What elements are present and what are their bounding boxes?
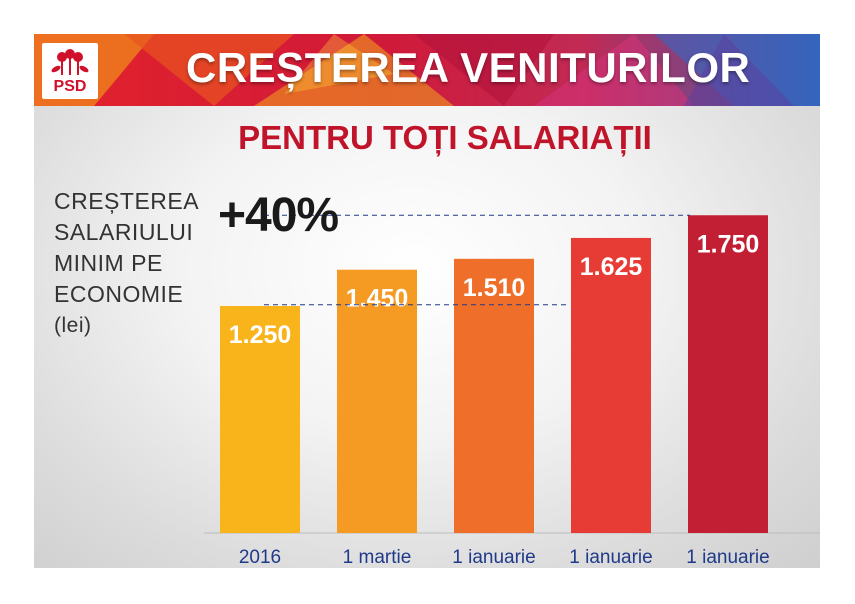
x-tick-label: 1 ianuarie [569, 547, 652, 568]
y-label-line: SALARIULUI [54, 219, 194, 245]
y-label-unit: (lei) [54, 314, 92, 337]
rose-icon [51, 49, 89, 75]
y-label-line: ECONOMIE [54, 281, 184, 307]
bar [337, 269, 417, 533]
banner-title: CREȘTEREA VENITURILOR [186, 44, 751, 91]
bar [220, 306, 300, 533]
bar-value-label: 1.450 [346, 285, 409, 313]
header-banner: PSD CREȘTEREA VENITURILOR [34, 34, 820, 106]
banner-background [34, 34, 820, 106]
y-axis-label: CREȘTEREA SALARIULUI MINIM PE ECONOMIE (… [54, 186, 234, 341]
x-tick-label: 1 ianuarie [686, 547, 769, 568]
infographic-card: PSD CREȘTEREA VENITURILOR PENTRU TOȚI SA… [34, 34, 820, 568]
chart-subtitle: PENTRU TOȚI SALARIAȚII [238, 119, 652, 156]
logo-text: PSD [53, 78, 87, 95]
bar-value-label: 1.750 [697, 230, 760, 258]
bar [571, 237, 651, 533]
x-tick-label: 2016 [239, 547, 281, 568]
x-tick-label: 1 ianuarie [452, 547, 535, 568]
bar-value-label: 1.625 [580, 253, 643, 281]
increase-annotation: +40% [218, 189, 339, 242]
chart-panel: PENTRU TOȚI SALARIAȚII CREȘTEREA SALARIU… [34, 106, 820, 568]
party-logo: PSD [42, 43, 98, 99]
y-label-line: CREȘTEREA [54, 188, 200, 214]
bar-value-label: 1.250 [229, 321, 292, 349]
bar [688, 215, 768, 533]
bar-value-label: 1.510 [463, 274, 526, 302]
x-tick-label: 1 martie [343, 547, 412, 568]
y-label-line: MINIM PE [54, 250, 163, 276]
